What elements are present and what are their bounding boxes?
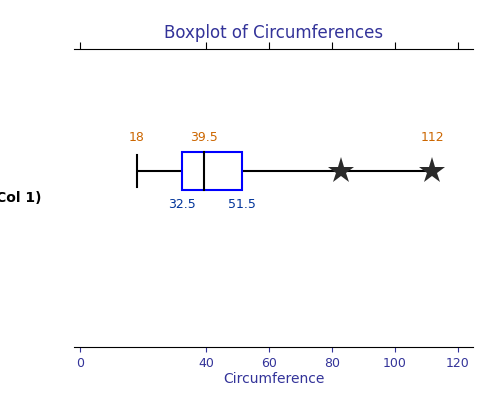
Y-axis label: Col 1): Col 1) [0, 191, 41, 205]
X-axis label: Circumference: Circumference [223, 372, 324, 386]
Text: 112: 112 [421, 131, 444, 144]
Title: Boxplot of Circumferences: Boxplot of Circumferences [164, 24, 383, 42]
FancyBboxPatch shape [182, 152, 242, 190]
Text: 51.5: 51.5 [228, 198, 256, 211]
Text: 32.5: 32.5 [169, 198, 196, 211]
Text: 18: 18 [129, 131, 145, 144]
Text: 39.5: 39.5 [191, 131, 218, 144]
